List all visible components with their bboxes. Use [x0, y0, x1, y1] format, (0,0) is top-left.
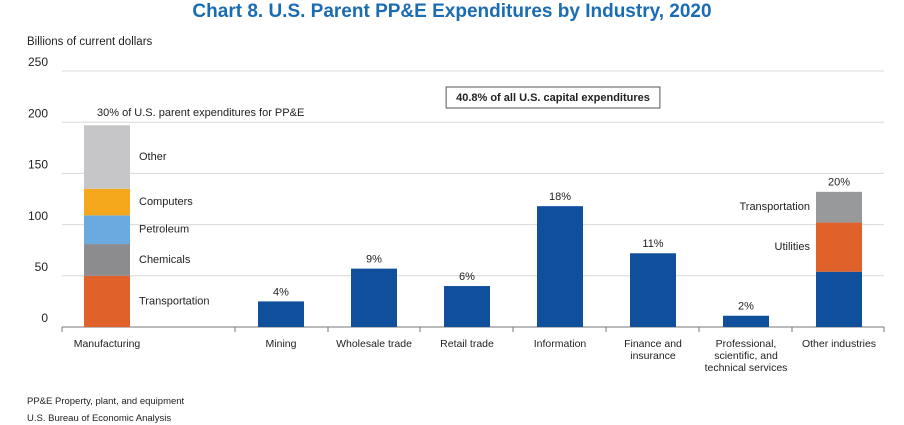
- annotation: 40.8% of all U.S. capital expenditures: [456, 92, 650, 104]
- x-tick-label: Information: [533, 338, 587, 350]
- x-tick-label: Finance and insurance: [624, 338, 682, 362]
- y-tick-label: 100: [28, 209, 48, 223]
- bar-segment: [444, 286, 490, 327]
- bar-segment: [258, 301, 304, 327]
- segment-label: Utilities: [775, 241, 811, 253]
- y-tick-label: 200: [28, 106, 48, 120]
- footnote: PP&E Property, plant, and equipment: [27, 396, 185, 407]
- source: U.S. Bureau of Economic Analysis: [27, 413, 172, 424]
- x-tick-label: Manufacturing: [73, 338, 141, 350]
- segment-label: Transportation: [739, 201, 810, 213]
- segment-label: Chemicals: [139, 254, 191, 266]
- x-tick-label: Professional, scientific, and technical …: [704, 338, 788, 374]
- bar-segment: [84, 215, 130, 245]
- y-tick-label: 250: [28, 55, 48, 69]
- segment-label: Petroleum: [139, 224, 189, 236]
- share-label: 6%: [459, 271, 475, 283]
- share-label: 20%: [828, 177, 850, 189]
- bar-segment: [84, 275, 130, 327]
- y-tick-label: 150: [28, 158, 48, 172]
- bar-segment: [84, 244, 130, 276]
- y-tick-label: 50: [35, 260, 49, 274]
- segment-label: Other: [139, 151, 167, 163]
- bar-segment: [351, 268, 397, 327]
- x-tick-label: Mining: [265, 338, 297, 350]
- share-label: 18%: [549, 191, 571, 203]
- bar-segment: [816, 191, 862, 223]
- bar-segment: [723, 315, 769, 327]
- share-label: 11%: [642, 238, 663, 250]
- bar-segment: [816, 222, 862, 272]
- x-tick-label: Retail trade: [440, 338, 494, 350]
- share-label: 9%: [366, 254, 382, 266]
- bar-segment: [84, 125, 130, 189]
- y-axis-title: Billions of current dollars: [27, 36, 153, 48]
- bar-segment: [537, 206, 583, 327]
- annotation-box: [445, 86, 661, 109]
- share-label: 30% of U.S. parent expenditures for PP&E: [97, 107, 304, 119]
- bar-segment: [630, 253, 676, 327]
- share-label: 2%: [738, 301, 754, 313]
- segment-label: Transportation: [139, 295, 210, 307]
- segment-label: Computers: [139, 196, 193, 208]
- bar-segment: [816, 271, 862, 327]
- x-tick-label: Wholesale trade: [336, 338, 412, 350]
- chart-title: Chart 8. U.S. Parent PP&E Expenditures b…: [192, 1, 711, 22]
- bar-segment: [84, 188, 130, 216]
- share-label: 4%: [273, 286, 289, 298]
- y-tick-label: 0: [41, 311, 48, 325]
- x-tick-label: Other industries: [801, 338, 877, 350]
